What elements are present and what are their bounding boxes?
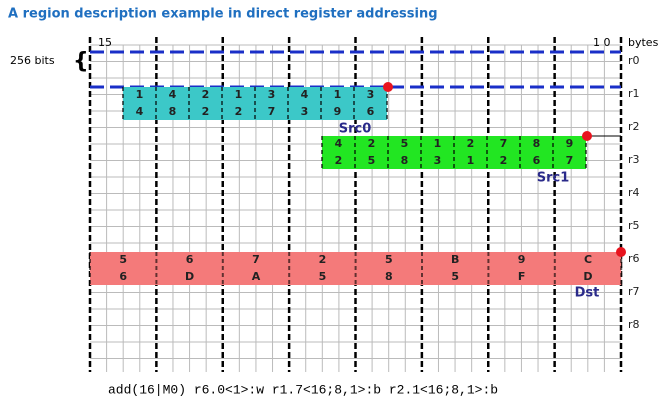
byte-value: A <box>252 270 261 283</box>
byte-value: 8 <box>401 154 409 167</box>
byte-value: 6 <box>119 270 127 283</box>
byte-value: B <box>451 253 459 266</box>
byte-value: 6 <box>367 105 375 118</box>
byte-value: 4 <box>335 137 343 150</box>
width-label: 256 bits <box>10 54 55 67</box>
byte-value: 5 <box>385 253 393 266</box>
byte-value: 2 <box>202 105 210 118</box>
region-origin <box>616 247 626 257</box>
byte-value: 2 <box>202 88 210 101</box>
byte-value: 5 <box>368 154 376 167</box>
byte-value: 7 <box>268 105 276 118</box>
byte-value: 4 <box>169 88 177 101</box>
byte-value: 9 <box>566 137 574 150</box>
brace: { <box>73 49 89 74</box>
byte-value: 4 <box>301 88 309 101</box>
region-origin <box>582 131 592 141</box>
register-label: r6 <box>628 252 640 265</box>
byte-value: D <box>185 270 194 283</box>
regions: 1448221237431936Src04225581321728697Src1… <box>89 82 626 301</box>
byte-value: 2 <box>319 253 327 266</box>
byte-unit-label: bytes <box>628 36 659 49</box>
byte-value: 2 <box>500 154 508 167</box>
register-label: r8 <box>628 318 640 331</box>
byte-value: 7 <box>252 253 260 266</box>
byte-value: 7 <box>566 154 574 167</box>
byte-value: 5 <box>319 270 327 283</box>
register-label: r0 <box>628 54 640 67</box>
region-origin <box>383 82 393 92</box>
byte-value: 1 <box>136 88 144 101</box>
byte-value: 3 <box>268 88 276 101</box>
byte-high-label: 15 <box>98 36 112 49</box>
byte-value: F <box>518 270 526 283</box>
byte-value: 1 <box>235 88 243 101</box>
byte-value: 6 <box>186 253 194 266</box>
region-label: Src1 <box>537 171 570 186</box>
byte-value: 2 <box>467 137 475 150</box>
byte-value: 3 <box>434 154 442 167</box>
byte-value: 8 <box>385 270 393 283</box>
byte-value: 4 <box>136 105 144 118</box>
byte-value: 6 <box>533 154 541 167</box>
title: A region description example in direct r… <box>8 7 438 22</box>
byte-value: 2 <box>235 105 243 118</box>
byte-value: 9 <box>334 105 342 118</box>
byte-value: 1 <box>467 154 475 167</box>
byte-value: D <box>583 270 592 283</box>
byte-value: 5 <box>401 137 409 150</box>
byte-value: 8 <box>533 137 541 150</box>
byte-value: C <box>584 253 592 266</box>
byte-value: 2 <box>335 154 343 167</box>
register-label: r7 <box>628 285 640 298</box>
byte-value: 5 <box>451 270 459 283</box>
instruction: add(16|M0) r6.0<1>:w r1.7<16;8,1>:b r2.1… <box>108 382 498 397</box>
byte-value: 9 <box>518 253 526 266</box>
byte-value: 5 <box>119 253 127 266</box>
register-label: r3 <box>628 153 640 166</box>
register-label: r4 <box>628 186 640 199</box>
byte-value: 3 <box>301 105 309 118</box>
register-label: r2 <box>628 120 640 133</box>
register-label: r5 <box>628 219 640 232</box>
register-label: r1 <box>628 87 640 100</box>
region-label: Dst <box>575 286 600 301</box>
byte-value: 1 <box>334 88 342 101</box>
byte-value: 2 <box>368 137 376 150</box>
byte-value: 8 <box>169 105 177 118</box>
byte-low-label: 1 0 <box>593 36 611 49</box>
region-label: Src0 <box>339 122 372 137</box>
byte-value: 7 <box>500 137 508 150</box>
byte-value: 3 <box>367 88 375 101</box>
byte-value: 1 <box>434 137 442 150</box>
